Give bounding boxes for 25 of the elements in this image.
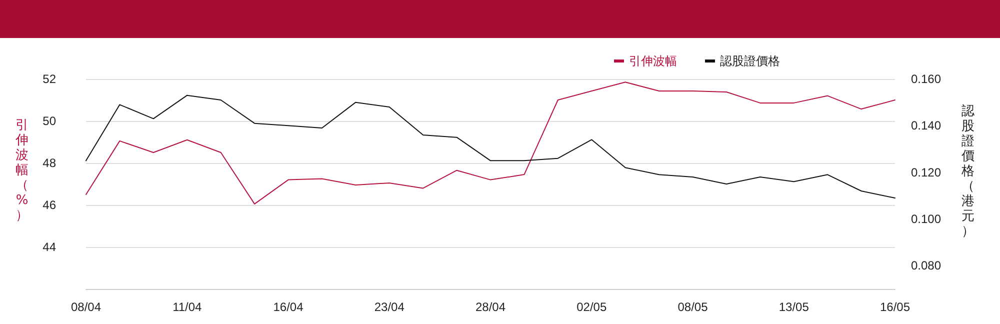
- y2-tick-label: 0.140: [911, 118, 942, 133]
- y2-tick-label: 0.080: [911, 258, 942, 273]
- x-tick-label: 16/04: [273, 300, 304, 314]
- y-tick-label: 44: [42, 240, 56, 254]
- y-tick-label: 50: [42, 114, 56, 128]
- x-tick-label: 28/04: [475, 300, 506, 314]
- x-tick-label: 11/04: [172, 300, 202, 314]
- y2-tick-label: 0.120: [911, 165, 942, 180]
- x-tick-label: 13/05: [778, 300, 810, 314]
- legend-label: 認股證價格: [720, 54, 780, 68]
- line-series: [86, 94, 896, 198]
- x-tick-label: 08/04: [70, 300, 102, 314]
- legend-label: 引伸波幅: [629, 54, 677, 68]
- x-tick-label: 16/05: [880, 300, 910, 314]
- y-tick-label: 52: [42, 72, 56, 86]
- text: 認股證價格（港元）: [962, 104, 974, 239]
- y-axis-title: 引伸波幅（%）: [14, 118, 30, 223]
- x-tick-label: 23/04: [374, 300, 405, 314]
- line-series: [86, 82, 896, 204]
- y-tick-label: 46: [42, 198, 56, 212]
- x-tick-label: 08/05: [678, 300, 708, 314]
- y2-tick-label: 0.100: [911, 212, 942, 226]
- y-tick-label: 48: [42, 156, 56, 170]
- x-tick-label: 02/05: [576, 300, 607, 314]
- y2-tick-label: 0.160: [911, 72, 942, 86]
